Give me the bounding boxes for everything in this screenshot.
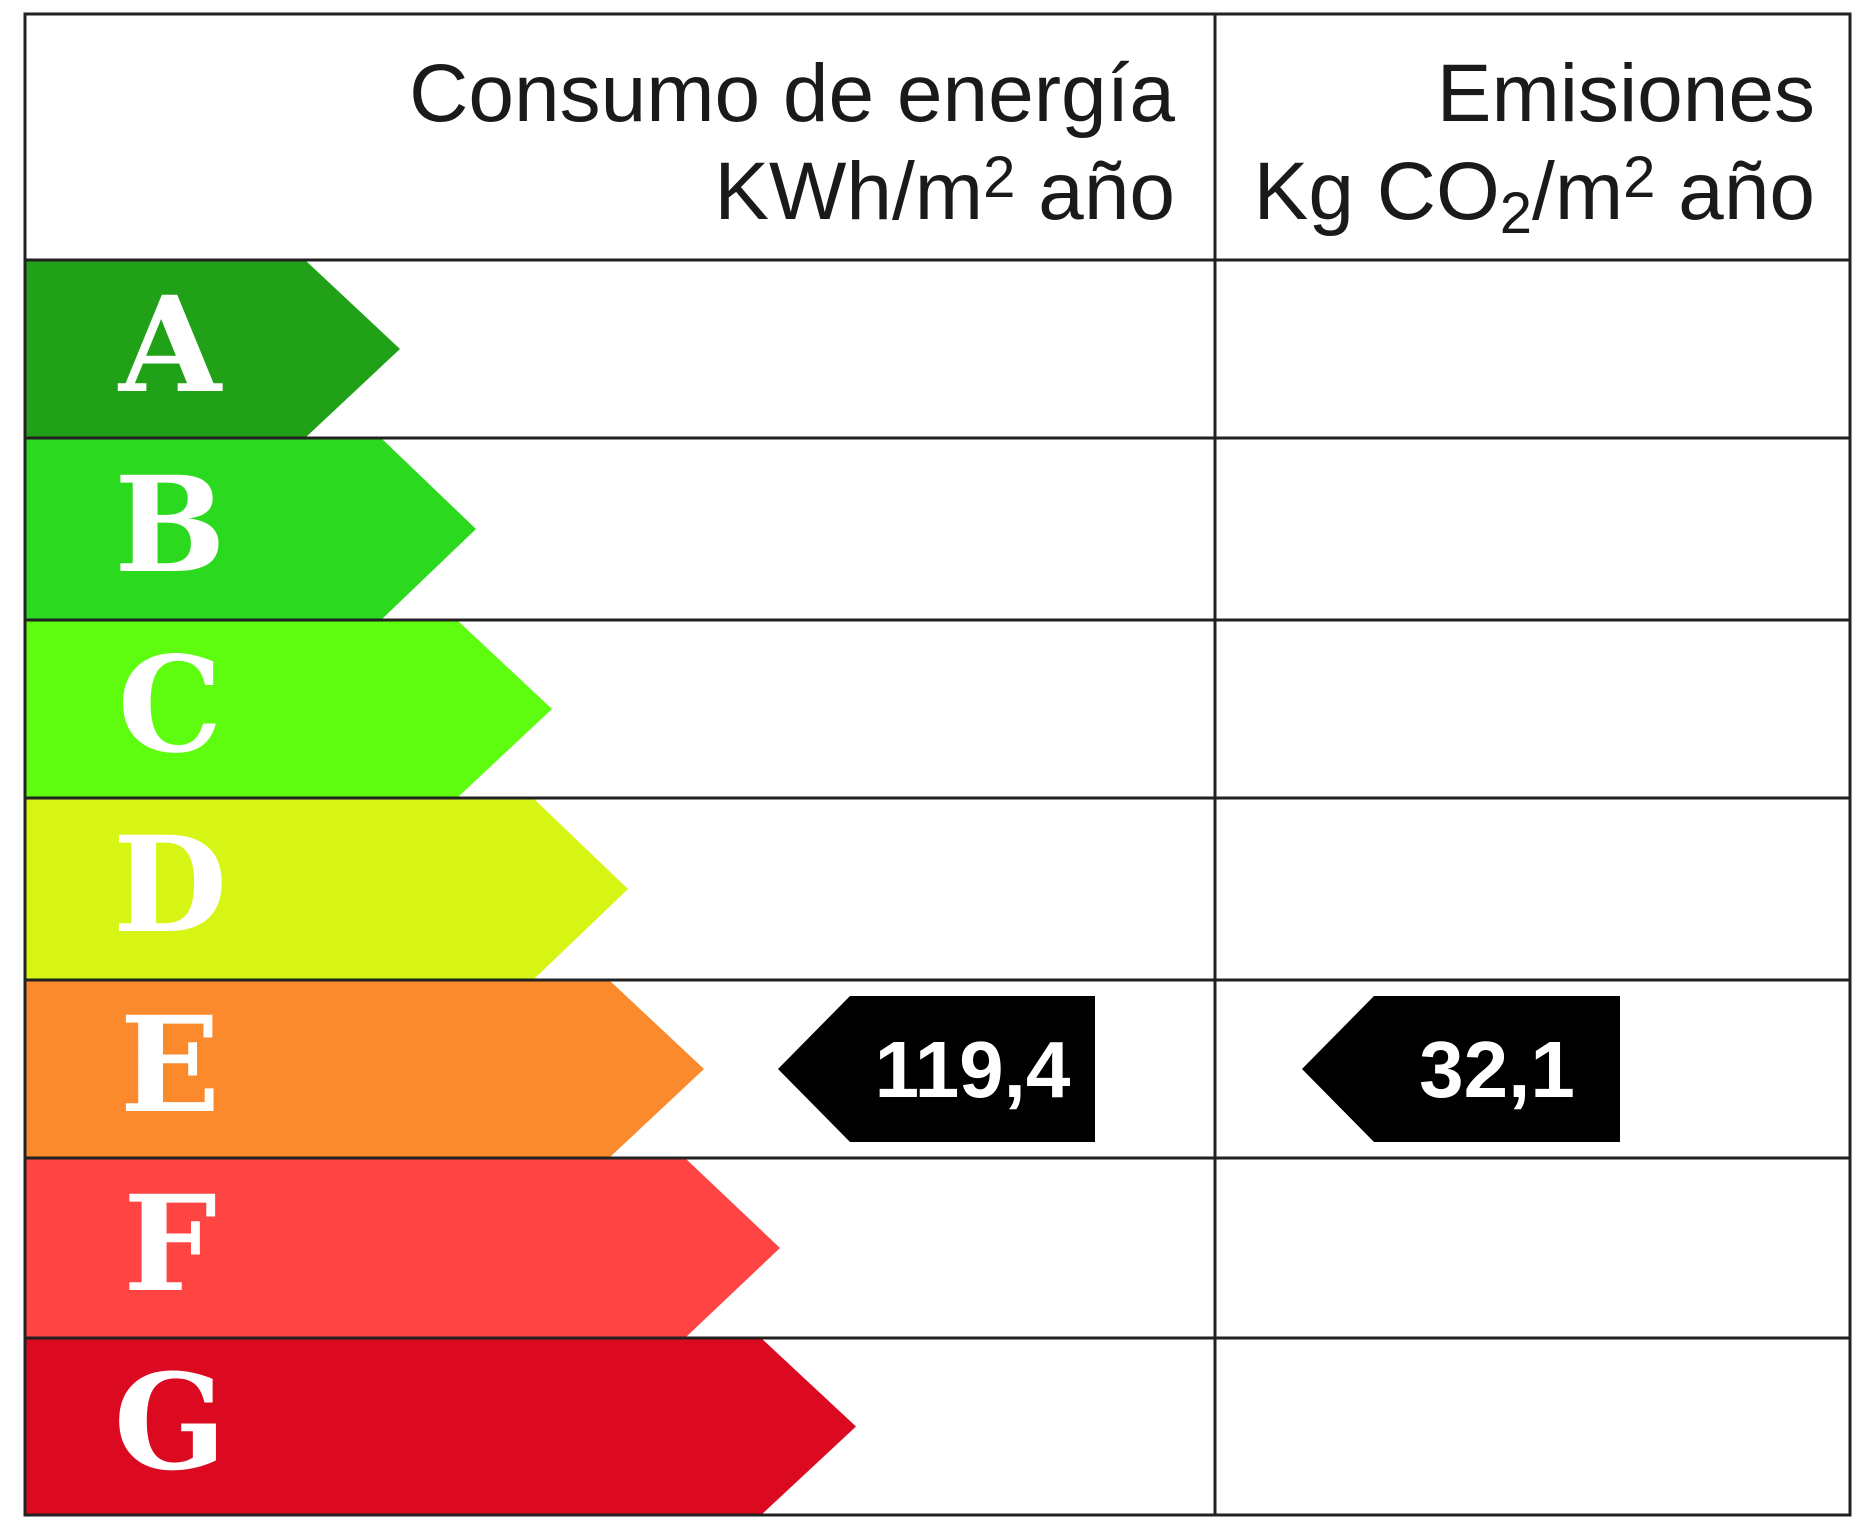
energy-rating-tag <box>778 996 1095 1142</box>
class-arrow-f <box>25 1158 780 1338</box>
class-arrow-c <box>25 620 552 798</box>
emissions-header: Emisiones Kg CO2/m2 año <box>1210 45 1815 246</box>
energy-header-title: Consumo de energía <box>409 48 1175 139</box>
class-letter-d: D <box>113 808 227 963</box>
class-arrow-d <box>25 798 628 980</box>
class-letter-c: C <box>117 628 222 783</box>
table-grid <box>23 12 1852 1517</box>
emissions-rating-tag <box>1302 996 1620 1142</box>
class-arrow-b <box>25 438 476 620</box>
class-arrow-e <box>25 980 704 1158</box>
class-letter-a: A <box>117 268 223 423</box>
energy-header-unit: KWh/m2 año <box>714 145 1175 237</box>
class-arrow-a <box>25 260 400 438</box>
energy-rating-value: 119,4 <box>875 1025 1071 1114</box>
table-frame <box>23 12 1852 1517</box>
class-letter-f: F <box>123 1167 217 1322</box>
class-arrow-g <box>25 1338 856 1515</box>
emissions-header-unit: Kg CO2/m2 año <box>1253 145 1815 246</box>
class-letter-e: E <box>120 988 221 1143</box>
rating-tags: 119,4 32,1 <box>778 996 1620 1142</box>
class-letter-g: G <box>114 1346 227 1501</box>
emissions-rating-value: 32,1 <box>1419 1025 1575 1114</box>
class-letter-b: B <box>114 448 226 603</box>
energy-header: Consumo de energía KWh/m2 año <box>300 45 1175 241</box>
emissions-header-title: Emisiones <box>1436 48 1815 139</box>
